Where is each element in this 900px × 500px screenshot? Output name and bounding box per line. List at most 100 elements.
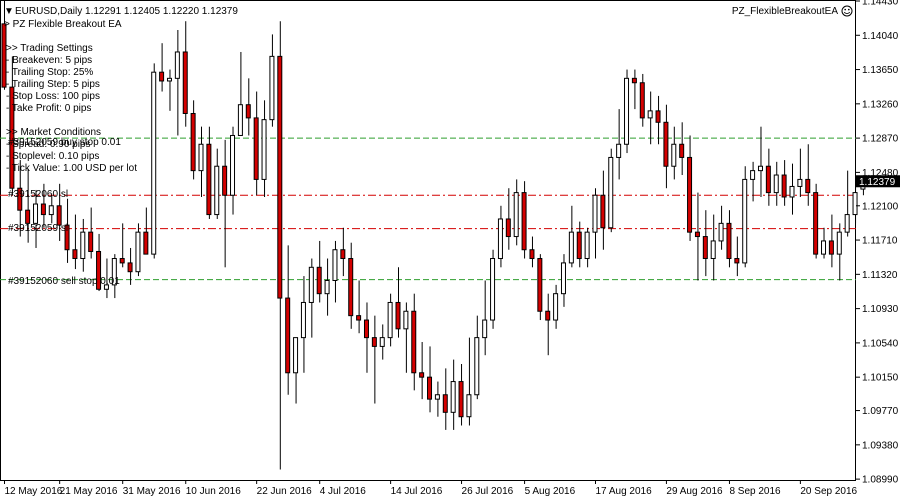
- candle: [119, 223, 125, 268]
- ea-corner-name[interactable]: PZ_FlexibleBreakoutEA: [732, 6, 838, 17]
- candle-body: [119, 258, 125, 264]
- candle-body: [56, 205, 62, 226]
- candle: [545, 293, 551, 356]
- candle: [600, 170, 606, 250]
- time-tick-label: 17 Aug 2016: [596, 486, 653, 497]
- candle-body: [96, 250, 102, 290]
- settings-line: - Trailing Step: 5 pips: [6, 79, 100, 90]
- candle: [340, 227, 346, 277]
- candle: [765, 148, 771, 206]
- candle-body: [300, 301, 306, 339]
- candle: [828, 214, 834, 268]
- candle-body: [166, 77, 172, 82]
- candle: [616, 109, 622, 180]
- down-arrow-icon[interactable]: ▼: [4, 6, 14, 17]
- candle: [387, 293, 393, 347]
- candle-body: [308, 266, 314, 303]
- candle: [17, 160, 23, 237]
- settings-panel: >> Trading Settings - Breakeven: 5 pips …: [6, 43, 137, 174]
- candle: [718, 205, 724, 250]
- candle: [316, 240, 322, 303]
- candle: [529, 236, 535, 268]
- candle-body: [458, 381, 464, 418]
- candle: [190, 100, 196, 180]
- time-tick-label: 12 May 2016: [5, 486, 63, 497]
- candle: [127, 247, 133, 285]
- candle-body: [529, 249, 535, 260]
- candle: [96, 233, 102, 292]
- price-tick-label: 1.10150: [862, 373, 899, 384]
- candle: [111, 254, 117, 299]
- candle-body: [757, 165, 763, 172]
- candle-body: [710, 240, 716, 260]
- candle: [395, 267, 401, 338]
- price-tick-label: 1.11320: [862, 270, 898, 281]
- candle: [694, 192, 700, 281]
- candle-body: [702, 236, 708, 260]
- candle-body: [639, 82, 645, 119]
- sl-lower-label: #39152059 sl: [8, 223, 68, 234]
- settings-line: >> Market Conditions: [6, 127, 101, 138]
- ea-name: > PZ Flexible Breakout EA: [4, 19, 122, 30]
- candle: [624, 69, 630, 154]
- price-axis: 1.14430 1.14040 1.13650 1.13260 1.12870 1.124…: [856, 0, 899, 486]
- candle-body: [9, 86, 15, 189]
- candle: [332, 240, 338, 303]
- candle: [497, 205, 503, 268]
- settings-line: - Tick Value: 1.00 USD per lot: [6, 163, 137, 174]
- candle-body: [198, 143, 204, 172]
- candle: [222, 139, 228, 268]
- candle: [773, 161, 779, 206]
- candle-body: [25, 209, 31, 224]
- candle-body: [828, 240, 834, 255]
- candle: [836, 223, 842, 281]
- candle: [442, 368, 448, 430]
- candle: [450, 359, 456, 430]
- candle-body: [821, 240, 827, 255]
- candle-body: [277, 55, 283, 299]
- candle: [230, 126, 236, 215]
- candle: [64, 198, 70, 263]
- candle-body: [560, 262, 566, 295]
- candle-body: [718, 222, 724, 242]
- candle: [348, 242, 354, 329]
- candle: [285, 245, 291, 395]
- candle: [568, 205, 574, 268]
- candle: [434, 381, 440, 417]
- candle-body: [48, 205, 54, 216]
- candle-body: [450, 381, 456, 413]
- candle-body: [387, 301, 393, 339]
- candle-body: [135, 231, 141, 273]
- settings-line: - Trailing Stop: 25%: [6, 67, 93, 78]
- candle: [80, 218, 86, 272]
- candle-body: [151, 71, 157, 255]
- smiley-icon[interactable]: [841, 5, 853, 17]
- settings-line: - Breakeven: 5 pips: [6, 55, 92, 66]
- candle-body: [245, 104, 251, 119]
- candle-body: [159, 71, 165, 82]
- candle: [159, 43, 165, 92]
- candle: [198, 126, 204, 197]
- candle: [789, 163, 795, 215]
- candle-body: [584, 231, 590, 260]
- price-tick-label: 1.13260: [862, 99, 899, 110]
- candle-body: [33, 203, 39, 224]
- candle: [639, 73, 645, 127]
- candle-body: [671, 143, 677, 167]
- candle: [379, 324, 385, 360]
- candle: [72, 214, 78, 270]
- current-price-tag: 1.12379: [856, 175, 900, 188]
- candle: [356, 280, 362, 334]
- candle-body: [356, 315, 362, 321]
- candle-body: [363, 319, 369, 339]
- candle-body: [537, 258, 543, 312]
- time-tick-label: 31 May 2016: [123, 486, 181, 497]
- candle: [726, 210, 732, 268]
- candle-body: [214, 165, 220, 216]
- price-tick-label: 1.12870: [862, 134, 899, 145]
- candle-body: [206, 143, 212, 216]
- candle: [182, 21, 188, 127]
- candle-body: [371, 337, 377, 347]
- candle: [702, 210, 708, 277]
